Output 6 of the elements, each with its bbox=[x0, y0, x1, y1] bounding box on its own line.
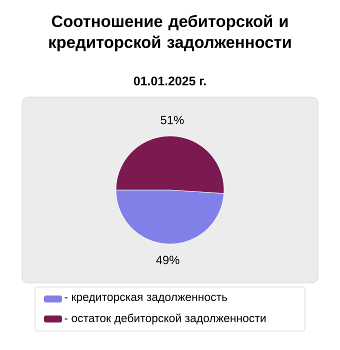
chart-title: Соотношение дебиторской и кредиторской задолженности bbox=[49, 14, 291, 52]
data-label: 49% bbox=[156, 256, 180, 264]
chart-subtitle: 01.01.2025 г. bbox=[134, 76, 206, 86]
legend-label: - кредиторская задолженность bbox=[64, 294, 228, 304]
legend-label: - остаток дебиторской задолженности bbox=[64, 314, 266, 324]
data-label: 51% bbox=[160, 116, 184, 124]
